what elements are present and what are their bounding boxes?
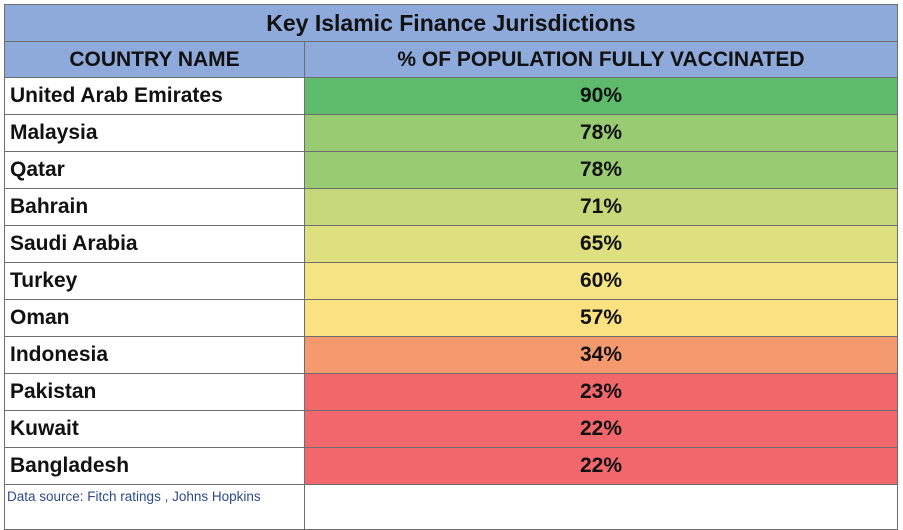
vaccination-value-cell: 22%	[304, 447, 898, 485]
vaccination-table: Key Islamic Finance Jurisdictions COUNTR…	[4, 4, 898, 530]
country-name-cell: Kuwait	[4, 410, 305, 448]
table-row: Kuwait 22%	[4, 410, 898, 448]
country-name-cell: Oman	[4, 299, 305, 337]
vaccination-value-cell: 71%	[304, 188, 898, 226]
country-name-cell: Malaysia	[4, 114, 305, 152]
header-row: COUNTRY NAME % OF POPULATION FULLY VACCI…	[4, 41, 898, 78]
country-name-cell: Qatar	[4, 151, 305, 189]
column-header-country: COUNTRY NAME	[4, 41, 305, 78]
vaccination-value-cell: 23%	[304, 373, 898, 411]
country-name-cell: Turkey	[4, 262, 305, 300]
table-row: Pakistan 23%	[4, 373, 898, 411]
country-name-cell: Pakistan	[4, 373, 305, 411]
data-source-note: Data source: Fitch ratings , Johns Hopki…	[7, 489, 261, 504]
vaccination-value-cell: 90%	[304, 77, 898, 115]
source-cell: Data source: Fitch ratings , Johns Hopki…	[4, 484, 305, 530]
country-name-cell: Saudi Arabia	[4, 225, 305, 263]
vaccination-value-cell: 78%	[304, 151, 898, 189]
vaccination-value-cell: 78%	[304, 114, 898, 152]
source-row: Data source: Fitch ratings , Johns Hopki…	[4, 484, 898, 530]
vaccination-value-cell: 57%	[304, 299, 898, 337]
vaccination-value-cell: 65%	[304, 225, 898, 263]
table-row: Turkey 60%	[4, 262, 898, 300]
table-row: Bangladesh 22%	[4, 447, 898, 485]
table-body: Key Islamic Finance Jurisdictions COUNTR…	[4, 4, 898, 530]
column-header-vaccinated: % OF POPULATION FULLY VACCINATED	[304, 41, 898, 78]
title-row: Key Islamic Finance Jurisdictions	[4, 4, 898, 42]
country-name-cell: Bahrain	[4, 188, 305, 226]
table-row: United Arab Emirates 90%	[4, 77, 898, 115]
table-row: Bahrain 71%	[4, 188, 898, 226]
country-name-cell: Indonesia	[4, 336, 305, 374]
table-row: Indonesia 34%	[4, 336, 898, 374]
table-row: Qatar 78%	[4, 151, 898, 189]
country-name-cell: United Arab Emirates	[4, 77, 305, 115]
table-row: Oman 57%	[4, 299, 898, 337]
vaccination-value-cell: 60%	[304, 262, 898, 300]
source-empty-cell	[304, 484, 898, 530]
vaccination-value-cell: 34%	[304, 336, 898, 374]
table-row: Malaysia 78%	[4, 114, 898, 152]
table-row: Saudi Arabia 65%	[4, 225, 898, 263]
vaccination-value-cell: 22%	[304, 410, 898, 448]
table-title: Key Islamic Finance Jurisdictions	[4, 4, 898, 42]
country-name-cell: Bangladesh	[4, 447, 305, 485]
